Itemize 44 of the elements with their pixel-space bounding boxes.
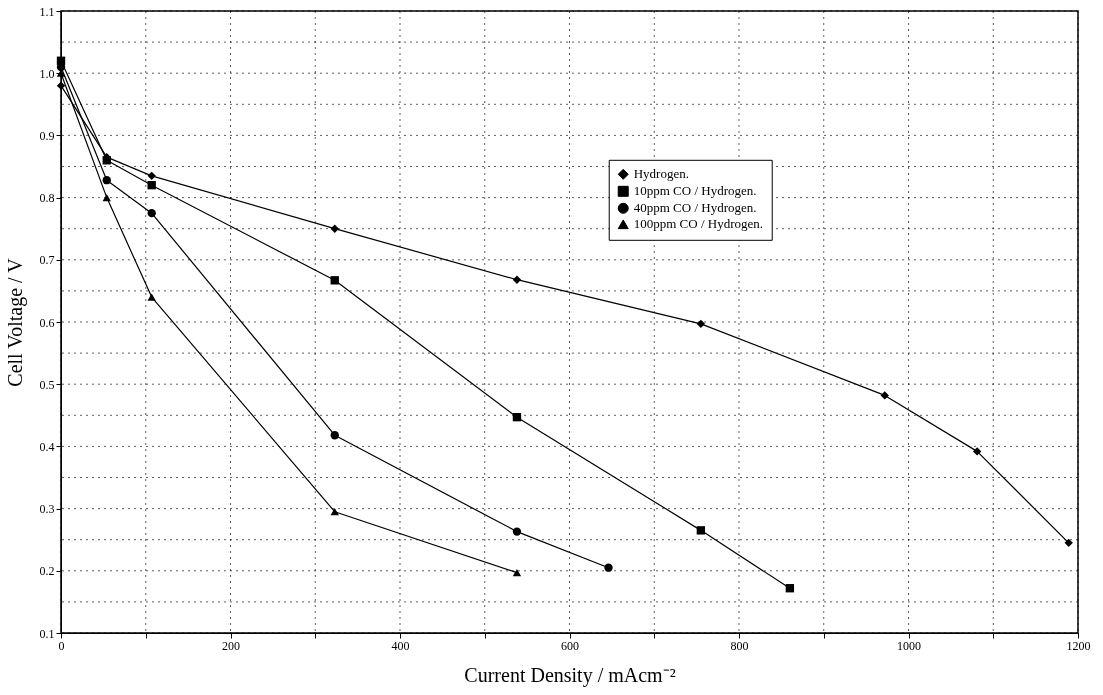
y-tick-label: 0.5 — [39, 377, 55, 392]
y-tick-label: 0.1 — [39, 626, 55, 641]
point — [147, 208, 156, 218]
y-tick-label: 0.6 — [39, 315, 55, 330]
x-tick-label: 800 — [730, 638, 749, 653]
legend-label: 100ppm CO / Hydrogen. — [633, 216, 764, 232]
y-tick-label: 0.4 — [39, 439, 55, 454]
legend-label: Hydrogen. — [633, 166, 689, 182]
x-tick-label: 0 — [58, 638, 65, 653]
legend-label: 40ppm CO / Hydrogen. — [633, 200, 757, 216]
point — [330, 431, 339, 440]
point — [512, 569, 522, 577]
point — [147, 171, 156, 181]
point — [1064, 538, 1073, 547]
y-tick-label: 0.7 — [39, 253, 55, 268]
point — [330, 276, 339, 285]
y-tick-label: 1.1 — [39, 4, 55, 19]
y-tick-label: 0.9 — [39, 128, 55, 143]
point — [604, 563, 613, 572]
x-tick-label: 400 — [391, 638, 410, 653]
point — [696, 319, 706, 329]
point — [147, 180, 156, 190]
point — [330, 224, 339, 233]
x-tick-label: 1200 — [1066, 638, 1091, 653]
y-tick-label: 0.3 — [39, 502, 55, 517]
x-tick-label: 200 — [222, 638, 240, 653]
y-tick-label: 1.0 — [39, 66, 55, 81]
y-tick-label: 0.2 — [39, 564, 55, 579]
point — [512, 527, 522, 536]
point — [330, 508, 339, 516]
legend-label: 10ppm CO / Hydrogen. — [633, 183, 757, 199]
y-axis-title: Cell Voltage / V — [3, 257, 27, 387]
point — [102, 193, 111, 202]
point — [512, 275, 522, 284]
x-tick-label: 600 — [561, 638, 579, 653]
x-axis-title: Current Density / mAcm⁻² — [464, 663, 676, 687]
point — [102, 176, 111, 185]
point — [880, 391, 889, 400]
point — [147, 293, 156, 301]
point — [785, 584, 795, 593]
y-tick-label: 0.8 — [39, 191, 55, 206]
x-tick-label: 1000 — [897, 638, 921, 653]
point — [696, 526, 706, 535]
point — [972, 447, 982, 456]
